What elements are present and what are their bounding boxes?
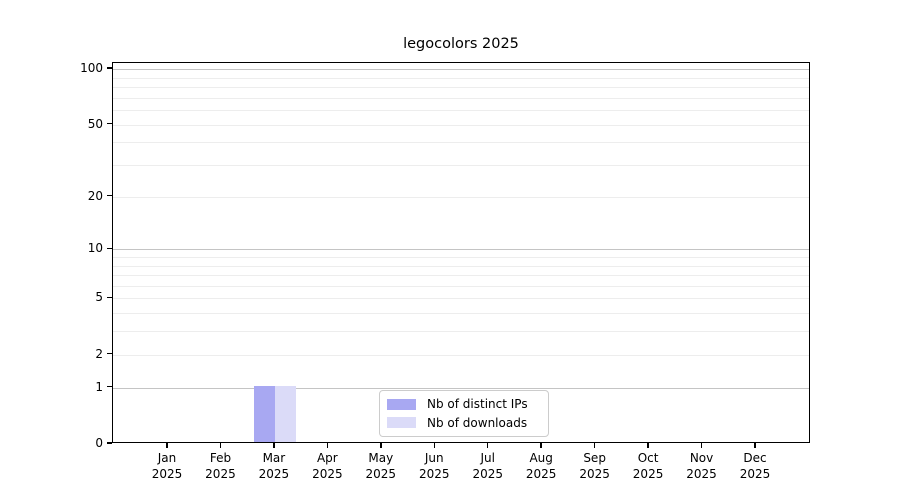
major-gridline: [113, 249, 809, 251]
x-tick-year: 2025: [472, 467, 503, 481]
bar: [274, 385, 296, 442]
minor-gridline: [113, 196, 809, 198]
x-tick-year: 2025: [365, 467, 397, 481]
y-tick-mark: [107, 122, 112, 125]
x-tick-year: 2025: [151, 467, 183, 481]
x-tick-mark: [593, 443, 596, 448]
x-tick-mark: [700, 443, 703, 448]
minor-gridline: [113, 124, 809, 126]
y-tick-mark: [107, 442, 112, 444]
x-tick-label: Mar 2025: [242, 450, 306, 482]
x-tick-label: Jul 2025: [456, 450, 520, 482]
x-tick-month: Jun: [424, 451, 444, 465]
x-tick-year: 2025: [739, 467, 771, 481]
minor-gridline: [113, 265, 809, 267]
x-tick-mark: [433, 443, 435, 448]
x-tick-mark: [166, 443, 168, 448]
y-tick-label: 50: [87, 116, 103, 131]
minor-gridline: [113, 77, 809, 79]
x-tick-year: 2025: [579, 467, 610, 481]
legend-label: Nb of distinct IPs: [427, 397, 528, 412]
x-tick-year: 2025: [686, 467, 717, 481]
x-tick-label: Nov 2025: [670, 450, 734, 482]
y-tick-mark: [107, 195, 112, 197]
legend-entry: Nb of downloads: [387, 415, 539, 432]
x-tick-year: 2025: [632, 467, 664, 481]
legend-entry: Nb of distinct IPs: [387, 396, 539, 413]
minor-gridline: [113, 97, 809, 99]
x-tick-mark: [380, 443, 382, 448]
x-tick-label: Jan 2025: [135, 450, 199, 482]
x-tick-month: Feb: [209, 451, 232, 465]
legend-swatch-icon: [387, 398, 416, 410]
y-tick-label: 5: [95, 290, 103, 305]
x-tick-month: Mar: [262, 451, 286, 465]
y-tick-label: 20: [87, 188, 103, 203]
x-tick-month: Jan: [157, 451, 177, 465]
x-tick-label: Sep 2025: [563, 450, 627, 482]
minor-gridline: [113, 285, 809, 287]
x-tick-year: 2025: [205, 467, 236, 481]
y-tick-label: 0: [95, 436, 103, 450]
y-tick-mark: [107, 353, 112, 355]
x-tick-year: 2025: [312, 467, 343, 481]
y-tick-mark: [107, 386, 112, 388]
minor-gridline: [113, 87, 809, 89]
minor-gridline: [113, 110, 809, 112]
minor-gridline: [113, 142, 809, 144]
x-tick-mark: [754, 443, 756, 448]
minor-gridline: [113, 298, 809, 300]
y-tick-label: 1: [95, 379, 103, 394]
minor-gridline: [113, 354, 809, 356]
x-tick-mark: [326, 443, 329, 448]
y-tick-mark: [107, 296, 112, 299]
minor-gridline: [113, 331, 809, 333]
x-tick-month: May: [368, 451, 394, 465]
plot-area: Nb of distinct IPs Nb of downloads: [112, 62, 810, 443]
x-tick-mark: [647, 443, 649, 448]
x-tick-label: Apr 2025: [295, 450, 359, 482]
legend-swatch-icon: [387, 417, 416, 429]
major-gridline: [113, 387, 809, 389]
chart-title: legocolors 2025: [403, 36, 519, 52]
x-tick-year: 2025: [525, 467, 557, 481]
x-tick-month: Nov: [689, 451, 714, 465]
bar: [253, 385, 275, 442]
x-tick-month: Sep: [583, 451, 606, 465]
minor-gridline: [113, 256, 809, 258]
legend-label: Nb of downloads: [427, 415, 528, 430]
legend: Nb of distinct IPs Nb of downloads: [379, 390, 549, 437]
x-tick-mark: [487, 443, 489, 448]
x-tick-mark: [219, 443, 222, 448]
minor-gridline: [113, 275, 809, 277]
minor-gridline: [113, 313, 809, 315]
y-tick-mark: [107, 67, 112, 69]
y-tick-label: 100: [80, 61, 103, 76]
x-tick-year: 2025: [258, 467, 290, 481]
x-tick-label: Jun 2025: [402, 450, 466, 482]
x-tick-mark: [540, 443, 542, 448]
major-gridline: [113, 69, 809, 71]
x-tick-mark: [273, 443, 275, 448]
x-tick-label: May 2025: [349, 450, 413, 482]
x-tick-label: Oct 2025: [616, 450, 680, 482]
x-tick-year: 2025: [418, 467, 450, 481]
x-tick-month: Jul: [480, 451, 495, 465]
x-tick-month: Aug: [529, 451, 553, 465]
x-tick-label: Feb 2025: [188, 450, 252, 482]
x-tick-label: Dec 2025: [723, 450, 787, 482]
x-tick-label: Aug 2025: [509, 450, 573, 482]
y-tick-label: 2: [95, 346, 103, 361]
x-tick-month: Dec: [743, 451, 767, 465]
y-tick-mark: [107, 247, 112, 249]
x-tick-month: Oct: [637, 451, 659, 465]
x-tick-month: Apr: [316, 451, 338, 465]
y-tick-label: 10: [87, 241, 103, 256]
minor-gridline: [113, 165, 809, 167]
